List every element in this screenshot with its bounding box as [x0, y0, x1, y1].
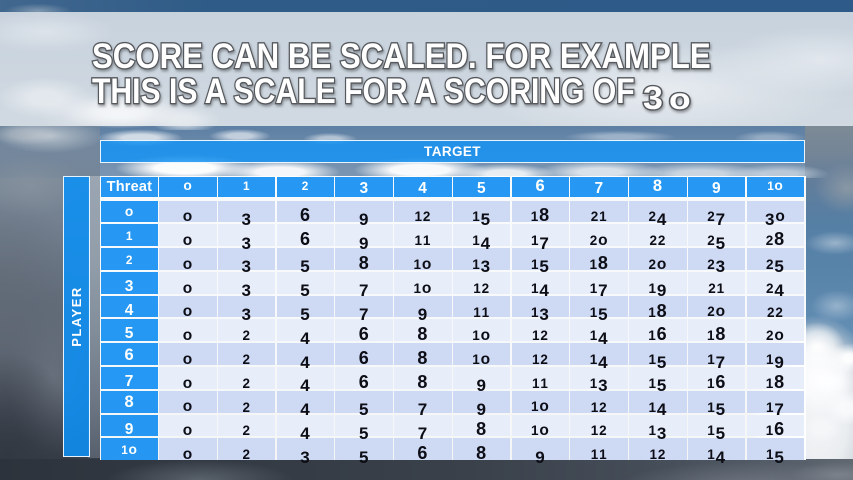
svg-text:SCORE CAN BE SCALED. FOR EXAMP: SCORE CAN BE SCALED. FOR EXAMPLE [92, 37, 711, 76]
svg-text:THIS IS A SCALE FOR A SCORING: THIS IS A SCALE FOR A SCORING OF [92, 71, 635, 111]
svg-text:3: 3 [643, 81, 663, 117]
svg-text:o: o [669, 82, 691, 116]
